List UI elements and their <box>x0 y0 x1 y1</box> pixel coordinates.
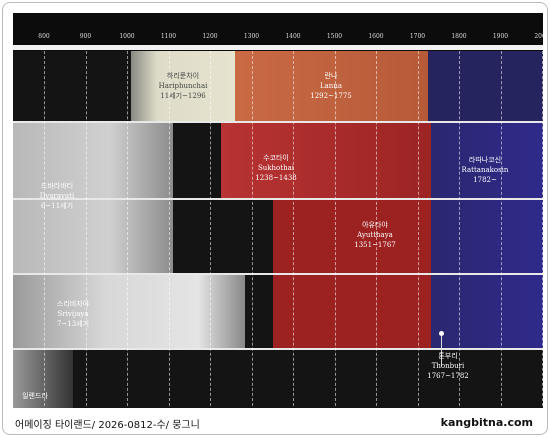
period-dates: 7~13세기 <box>56 320 90 328</box>
period-label: 스리비자야 Srivijaya 7~13세기 <box>28 299 118 329</box>
marker-line <box>441 336 442 366</box>
footer-left: 어메이징 타이랜드/ 2026-0812-수/ 뭉그니 <box>15 420 200 431</box>
period-dates: 1782~ <box>473 176 497 184</box>
period-label: 톤부리 Thonburi 1767~1782 <box>403 351 493 381</box>
period-dates: 1767~1782 <box>427 372 469 380</box>
block <box>131 51 235 121</box>
block <box>235 51 428 121</box>
block <box>13 13 543 51</box>
year-label: 1400 <box>285 33 301 40</box>
block <box>13 350 73 408</box>
divider <box>13 45 543 50</box>
period-korean: 일렌드라 <box>22 392 48 400</box>
period-label: 하리푼차이 Hariphunchai 11세기~1296 <box>138 71 228 101</box>
year-label: 900 <box>79 33 92 40</box>
period-korean: 톤부리 <box>438 352 458 360</box>
period-label: 라따나코신 Rattanakosin 1782~ <box>440 155 530 185</box>
period-dates: 1351~1767 <box>354 241 396 249</box>
year-line <box>210 51 211 408</box>
period-name: Hariphunchai <box>158 82 208 90</box>
block <box>428 51 543 121</box>
period-korean: 하리푼차이 <box>166 72 200 80</box>
period-label: 수코타이 Sukhothai 1238~1438 <box>231 153 321 183</box>
divider <box>13 198 543 200</box>
year-label: 1000 <box>119 33 135 40</box>
divider <box>13 121 543 123</box>
period-name: Rattanakosin <box>461 166 509 174</box>
year-line <box>376 51 377 408</box>
year-line <box>542 51 543 408</box>
period-korean: 수코타이 <box>263 154 289 162</box>
year-line <box>293 51 294 408</box>
year-label: 1500 <box>326 33 343 40</box>
block <box>13 275 245 348</box>
year-label: 1900 <box>492 33 509 40</box>
period-dates: 6~11세기 <box>40 202 74 210</box>
period-label: 란나 Lanna 1292~1775 <box>286 71 376 101</box>
year-label: 1700 <box>409 33 426 40</box>
period-name: Sukhothai <box>257 164 294 172</box>
year-label: 1100 <box>160 33 177 40</box>
year-line <box>168 51 170 408</box>
year-line <box>85 51 87 408</box>
period-label: 일렌드라 <box>13 391 80 401</box>
period-name: Thonburi <box>431 362 465 370</box>
year-line <box>500 51 502 408</box>
footer-right: kangbitna.com <box>440 416 533 429</box>
timeline-photo: 800 900 1000 1100 1200 1300 1400 1500 1600 1700 18… <box>13 13 543 408</box>
year-line <box>334 51 336 408</box>
year-label: 800 <box>38 33 50 40</box>
period-korean: 아유타야 <box>362 221 388 229</box>
period-name: Dvaravati <box>39 192 75 200</box>
year-line <box>251 51 253 408</box>
year-label: 1600 <box>368 33 384 40</box>
year-label: 1800 <box>451 33 467 40</box>
year-line <box>459 51 460 408</box>
year-line <box>417 51 419 408</box>
period-name: Lanna <box>319 82 342 90</box>
period-korean: 스리비자야 <box>56 300 90 308</box>
period-label: 아유타야 Ayutthaya 1351~1767 <box>330 220 420 250</box>
period-korean: 드바라바티 <box>40 182 74 190</box>
divider <box>13 348 543 350</box>
period-korean: 라따나코신 <box>468 156 502 164</box>
year-line <box>44 51 45 408</box>
period-dates: 1238~1438 <box>255 174 297 182</box>
year-label: 1300 <box>243 33 260 40</box>
divider <box>13 273 543 275</box>
year-label: 2000 <box>534 33 543 40</box>
year-line <box>127 51 128 408</box>
period-dates: 1292~1775 <box>310 92 352 100</box>
year-label: 1200 <box>202 33 218 40</box>
period-dates: 11세기~1296 <box>160 92 206 100</box>
period-label: 드바라바티 Dvaravati 6~11세기 <box>13 181 102 211</box>
block <box>221 123 431 198</box>
period-name: Srivijaya <box>57 310 89 318</box>
block <box>431 123 543 348</box>
marker-dot <box>439 331 444 336</box>
period-name: Ayutthaya <box>357 231 393 239</box>
period-korean: 란나 <box>324 72 338 80</box>
